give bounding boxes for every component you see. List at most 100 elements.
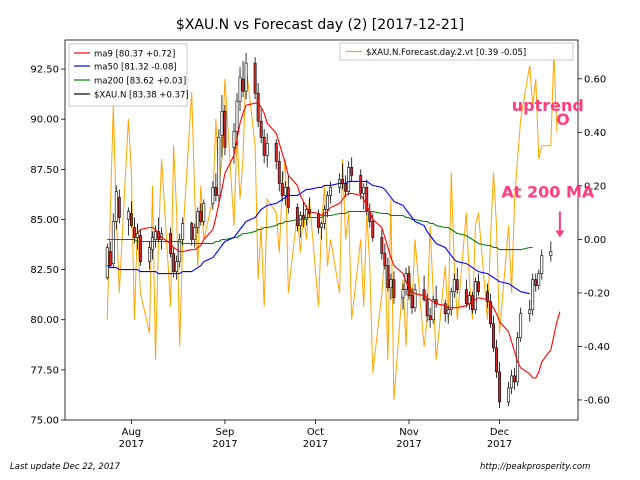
candlestick [129,201,133,228]
candlestick [117,189,121,224]
candle-body [274,142,278,162]
candle-body [193,227,197,240]
candlestick [392,271,396,304]
candlestick [295,203,299,232]
ma200-line [107,210,533,251]
left-axis-tick-label: 82.50 [30,265,59,276]
candlestick [256,83,260,128]
candle-body [259,120,263,138]
x-axis-tick-month: Dec [490,427,509,438]
candlestick [220,95,224,158]
candlestick [190,221,194,246]
candlestick [214,173,218,202]
candle-body [467,295,471,304]
candle-body [422,289,426,300]
x-axis-tick-month: Aug [122,427,142,438]
candlestick [513,367,517,390]
candle-body [486,291,489,302]
legend-right: $XAU.N.Forecast.day.2.vt [0.39 -0.05] [339,42,574,61]
candle-body [359,175,363,194]
footer-source-link[interactable]: http://peakprosperity.com [480,462,591,472]
candlestick [241,61,245,98]
candle-body [181,223,185,240]
legend-xau-label: $XAU.N [83.38 +0.37] [94,91,189,101]
ma9-line [136,102,561,379]
candle-body [241,78,245,92]
legend-left-entry: ma9 [80.37 +0.72] [74,50,175,60]
candlestick [383,243,387,270]
candlestick [362,183,366,210]
x-axis-tick-month: Oct [307,427,324,438]
candlestick [114,185,118,230]
candlestick [389,273,393,300]
candle-body [317,213,320,228]
candlestick [326,191,329,218]
candle-body [371,221,375,238]
candlestick [172,247,176,278]
candle-body [473,281,477,311]
candlestick [151,231,154,260]
candlestick [528,299,532,322]
candle-body [132,227,136,238]
candlestick [350,157,354,182]
candle-body [117,197,121,218]
candle-body [304,209,308,220]
x-axis-tick-year: 2017 [212,439,237,450]
candle-body [449,291,453,311]
candle-body [492,323,495,349]
legend-left: ma9 [80.37 +0.72] ma50 [81.32 -0.08] ma2… [68,43,189,107]
right-axis-tick-label: 0.60 [584,74,606,85]
ma50-line [106,180,530,295]
candle-body [196,211,200,228]
candle-body [549,251,553,256]
candle-body [495,347,498,373]
candlestick [304,205,308,226]
left-axis-tick-label: 85.00 [30,215,59,226]
series-layer [105,51,561,408]
candle-body [386,265,390,288]
legend-left-entry: ma200 [83.62 +0.03] [74,77,186,87]
candle-body [498,371,501,403]
candle-body [139,235,142,262]
candlestick [380,229,384,260]
footer-last-update: Last update Dec 22, 2017 [10,462,121,472]
candlestick [537,269,541,290]
candlestick [139,229,142,266]
candlestick [401,283,405,310]
candlestick [359,169,363,200]
candle-body [223,110,227,148]
candle-body [277,161,281,184]
candle-body [455,279,459,290]
candlestick [320,221,323,240]
candle-body [114,191,118,222]
candle-body [211,187,215,204]
candle-body [238,76,242,102]
candle-body [280,183,284,196]
candle-body [428,315,432,321]
candlestick [413,283,417,312]
candle-body [446,309,450,315]
candle-body [244,62,248,92]
candlestick [492,315,495,352]
right-axis-tick-label: 0.00 [584,235,606,246]
candlestick [431,295,435,324]
candle-body [401,289,405,298]
x-axis-tick-year: 2017 [119,439,144,450]
left-axis-tick-label: 75.00 [30,416,59,427]
candlestick [211,181,215,210]
candlestick [274,139,278,170]
candlestick [181,217,185,246]
candle-body [172,253,176,272]
candle-body [452,279,456,292]
candlestick [507,381,511,406]
candle-body [389,279,393,288]
candlestick [148,241,151,270]
candlestick [386,257,390,292]
candlestick [428,307,432,328]
candlestick [495,339,498,378]
candlestick [486,283,489,308]
candle-body [534,279,538,286]
candle-body [253,62,257,94]
candlestick [196,207,200,234]
